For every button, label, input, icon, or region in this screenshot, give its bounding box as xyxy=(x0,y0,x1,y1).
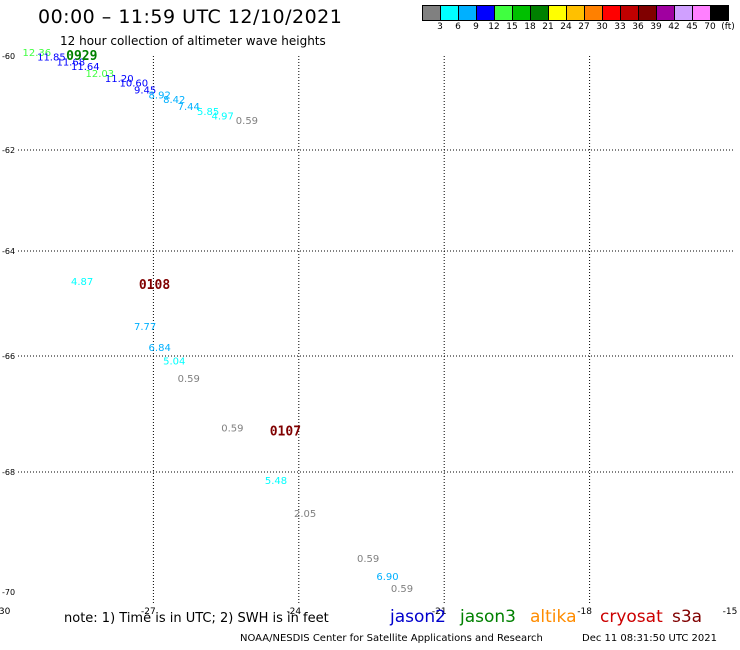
x-tick-label: -18 xyxy=(577,607,592,617)
wave-height-label: 10.60 xyxy=(119,79,148,90)
wave-height-label: 8.42 xyxy=(163,95,185,106)
wave-height-label: 4.87 xyxy=(71,277,93,288)
wave-height-label: 5.85 xyxy=(197,107,219,118)
wave-height-label: 9.45 xyxy=(134,86,156,97)
colorbar-label: 39 xyxy=(650,22,662,32)
y-tick-label: -60 xyxy=(2,52,15,61)
colorbar xyxy=(422,5,729,21)
y-tick-label: -68 xyxy=(2,468,15,477)
x-tick-label: -21 xyxy=(432,607,447,617)
y-tick-label: -66 xyxy=(2,352,15,361)
y-tick-label: -70 xyxy=(2,588,15,597)
footer-note: note: 1) Time is in UTC; 2) SWH is in fe… xyxy=(64,611,329,626)
colorbar-labels: 3 6 9 12 15 18 21 24 27 30 33 36 39 42 45 70 (ft) xyxy=(422,22,735,34)
wave-height-label: 8.92 xyxy=(149,90,171,101)
x-tick-label: -15 xyxy=(723,607,738,617)
colorbar-label: 9 xyxy=(473,22,479,32)
wave-height-label: 5.04 xyxy=(163,357,185,368)
legend-jason3: jason3 xyxy=(460,607,516,627)
y-tick-label: -62 xyxy=(2,146,15,155)
colorbar-label: (ft) xyxy=(721,22,735,32)
wave-height-label: 6.90 xyxy=(376,572,398,583)
wave-height-label: 0.59 xyxy=(178,374,200,385)
x-tick-label: -30 xyxy=(0,607,11,617)
colorbar-label: 42 xyxy=(668,22,680,32)
colorbar-label: 12 xyxy=(488,22,500,32)
wave-height-label: 4.97 xyxy=(212,111,234,122)
generated-time: Dec 11 08:31:50 UTC 2021 xyxy=(582,633,717,644)
wave-height-label: 11.68 xyxy=(56,57,85,68)
colorbar-label: 70 xyxy=(704,22,716,32)
legend-s3a: s3a xyxy=(672,607,703,627)
colorbar-swatch xyxy=(710,5,729,21)
wave-height-label: 11.20 xyxy=(105,74,134,85)
colorbar-label: 24 xyxy=(560,22,572,32)
wave-height-label: 2.05 xyxy=(294,509,316,520)
legend-altika: altika xyxy=(530,607,577,627)
wave-height-label: 7.44 xyxy=(178,102,200,113)
page-subtitle: 12 hour collection of altimeter wave hei… xyxy=(60,34,326,48)
colorbar-label: 27 xyxy=(578,22,590,32)
page-title: 00:00 – 11:59 UTC 12/10/2021 xyxy=(38,6,343,28)
legend-cryosat: cryosat xyxy=(600,607,663,627)
y-tick-label: -64 xyxy=(2,247,15,256)
colorbar-label: 45 xyxy=(686,22,698,32)
legend-jason2: jason2 xyxy=(390,607,446,627)
wave-height-label: 7.77 xyxy=(134,322,156,333)
colorbar-label: 3 xyxy=(437,22,443,32)
wave-height-label: 12.03 xyxy=(86,69,115,80)
x-tick-label: -27 xyxy=(141,607,156,617)
wave-height-label: 11.85 xyxy=(37,53,66,64)
wave-height-label: 0.59 xyxy=(391,584,413,595)
wave-height-label: 12.36 xyxy=(23,48,52,59)
colorbar-label: 6 xyxy=(455,22,461,32)
colorbar-label: 18 xyxy=(524,22,536,32)
wave-height-label: 11.64 xyxy=(71,62,100,73)
colorbar-label: 30 xyxy=(596,22,608,32)
wave-height-label: 6.84 xyxy=(149,343,171,354)
wave-height-label: 5.48 xyxy=(265,476,287,487)
pass-time-label: 0929 xyxy=(66,49,97,64)
wave-height-label: 0.59 xyxy=(357,554,379,565)
x-tick-label: -24 xyxy=(286,607,301,617)
colorbar-label: 33 xyxy=(614,22,626,32)
credit-text: NOAA/NESDIS Center for Satellite Applica… xyxy=(240,633,543,644)
colorbar-label: 36 xyxy=(632,22,644,32)
pass-time-label: 0108 xyxy=(139,278,170,293)
colorbar-label: 21 xyxy=(542,22,554,32)
colorbar-label: 15 xyxy=(506,22,518,32)
wave-height-label: 0.59 xyxy=(236,116,258,127)
pass-time-label: 0107 xyxy=(270,424,301,439)
wave-height-label: 0.59 xyxy=(221,423,243,434)
